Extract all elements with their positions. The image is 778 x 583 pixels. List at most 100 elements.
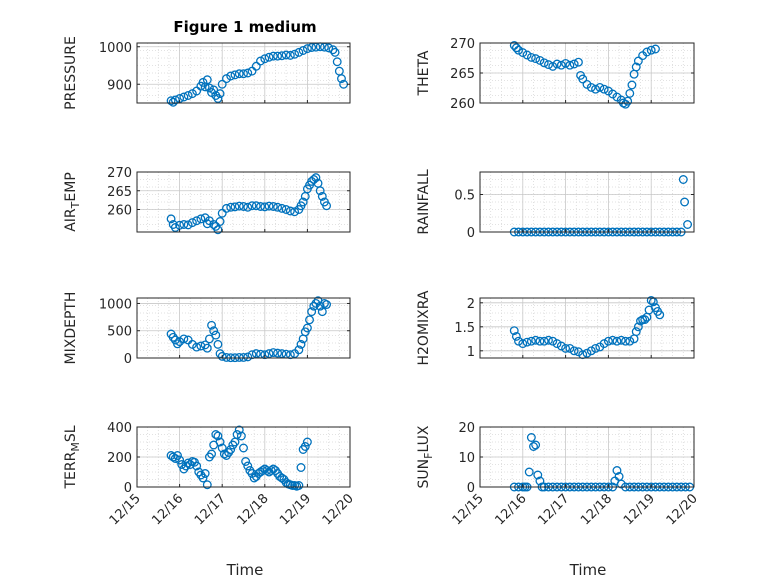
subplot-6: 1 1.5 2 H2OMIXRA	[416, 290, 695, 366]
y-tick-label: 1	[467, 345, 475, 360]
data-point	[273, 51, 283, 61]
x-tick-label: 12/20	[320, 491, 357, 528]
data-point	[646, 45, 656, 55]
x-tick-label: 12/20	[664, 491, 701, 528]
data-point	[251, 61, 261, 71]
data-point	[281, 205, 291, 214]
x-axis-label-left: Time	[226, 561, 264, 579]
data-point	[582, 348, 592, 358]
data-point	[260, 54, 270, 64]
data-point	[552, 339, 562, 349]
data-point	[209, 326, 219, 336]
data-point	[552, 59, 562, 69]
data-point	[234, 69, 244, 79]
x-tick-label: 12/17	[535, 491, 572, 528]
x-tick-label: 12/19	[277, 491, 314, 528]
data-point	[328, 45, 338, 55]
data-point	[298, 197, 308, 207]
data-point	[535, 476, 545, 486]
data-point	[170, 223, 180, 232]
data-point	[285, 206, 295, 216]
data-point	[625, 336, 635, 346]
data-point	[631, 62, 641, 72]
data-point	[544, 60, 553, 70]
data-point	[642, 47, 652, 57]
data-point	[621, 336, 630, 346]
axes-box	[136, 42, 351, 104]
y-axis-label: MIXDEPTH	[63, 292, 79, 365]
y-tick-label: 270	[107, 166, 132, 181]
data-point	[640, 315, 650, 325]
data-point	[651, 44, 660, 54]
data-point	[268, 202, 278, 211]
y-tick-label: 265	[450, 67, 475, 82]
data-point	[264, 201, 274, 211]
data-point	[166, 96, 176, 106]
y-tick-label: 200	[107, 451, 132, 466]
x-tick-label: 12/15	[107, 491, 144, 528]
data-point	[290, 49, 300, 59]
data-point	[168, 97, 178, 107]
data-point	[533, 470, 543, 480]
data-point	[612, 336, 622, 346]
data-point	[247, 201, 257, 211]
data-point	[565, 60, 575, 70]
data-point	[307, 43, 317, 52]
data-point	[309, 301, 319, 311]
data-point	[260, 202, 270, 212]
data-point	[243, 202, 253, 212]
data-point	[273, 202, 283, 212]
data-point	[234, 425, 244, 435]
y-axis-label: RAINFALL	[416, 169, 432, 234]
data-point	[511, 331, 521, 341]
axes-box	[479, 171, 695, 233]
data-point	[586, 346, 596, 356]
data-point	[302, 44, 312, 54]
data-point	[222, 203, 231, 213]
data-point	[215, 437, 225, 447]
data-point	[262, 466, 272, 475]
data-point	[556, 341, 566, 351]
data-point	[514, 45, 523, 55]
y-tick-label: 400	[107, 421, 132, 436]
data-point	[251, 201, 261, 211]
data-point	[239, 443, 248, 453]
data-point	[207, 449, 216, 459]
data-point	[578, 74, 588, 84]
data-point	[179, 334, 189, 344]
axes-box	[136, 297, 351, 359]
data-point	[524, 467, 534, 477]
y-axis-label: PRESSURE	[63, 36, 79, 110]
data-point	[302, 323, 312, 333]
data-point	[317, 191, 327, 201]
data-point	[226, 71, 236, 81]
data-point	[251, 349, 261, 359]
data-point	[526, 336, 536, 346]
data-point	[531, 54, 541, 64]
data-point	[548, 336, 558, 346]
data-point	[183, 91, 193, 100]
data-point	[243, 352, 253, 362]
data-point	[209, 85, 219, 95]
data-point	[290, 207, 300, 217]
data-point	[305, 315, 314, 325]
y-tick-label: 10	[458, 451, 475, 466]
y-axis-label: THETA	[416, 50, 432, 96]
data-point	[211, 330, 221, 340]
data-point	[683, 220, 693, 229]
data-point	[219, 449, 229, 459]
data-point	[202, 343, 212, 353]
axes-box	[136, 171, 351, 233]
data-point	[243, 461, 253, 471]
y-axis-label: AIRTEMP	[63, 172, 82, 232]
data-point	[646, 295, 656, 305]
data-point	[544, 335, 553, 345]
data-point	[633, 322, 643, 332]
data-point	[315, 186, 325, 196]
data-point	[202, 75, 212, 85]
data-point	[511, 43, 521, 53]
data-point	[183, 220, 193, 230]
data-point	[322, 300, 332, 309]
y-tick-label: 900	[107, 78, 132, 93]
